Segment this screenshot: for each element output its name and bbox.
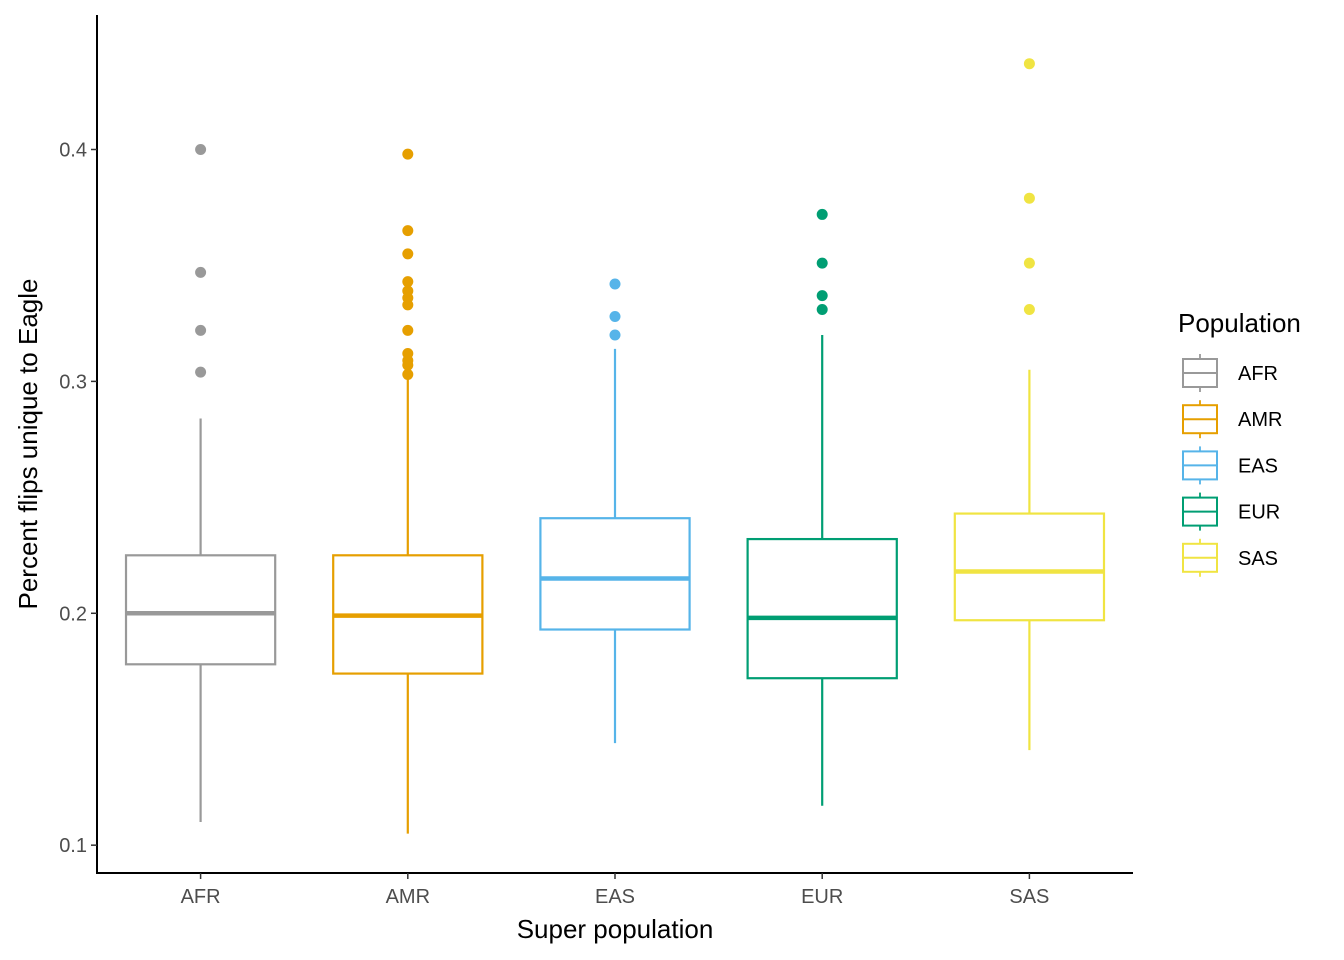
outlier-point <box>195 324 207 336</box>
box-group-eur <box>746 208 898 806</box>
outlier-point <box>402 276 414 288</box>
y-tick-label: 0.2 <box>59 603 87 625</box>
outlier-point <box>402 285 414 297</box>
box-group-afr <box>124 143 277 822</box>
outlier-point <box>1023 257 1035 269</box>
outlier-point <box>609 310 621 322</box>
outlier-point <box>816 208 828 220</box>
legend-item-eas: EAS <box>1182 446 1278 485</box>
iqr-box <box>124 554 277 666</box>
legend-label: AFR <box>1238 363 1278 385</box>
legend-label: EUR <box>1238 502 1280 524</box>
legend-title: Population <box>1178 308 1301 338</box>
legend-label: EAS <box>1238 455 1278 477</box>
box-group-eas <box>539 278 691 744</box>
outlier-point <box>1023 192 1035 204</box>
outlier-point <box>609 329 621 341</box>
x-tick-label: AFR <box>181 886 221 908</box>
x-tick-label: SAS <box>1009 886 1049 908</box>
legend-item-amr: AMR <box>1182 400 1282 439</box>
legend-item-sas: SAS <box>1182 538 1278 577</box>
legend-label: SAS <box>1238 548 1278 570</box>
legend-item-afr: AFR <box>1182 354 1278 392</box>
box-group-sas <box>953 58 1106 751</box>
legend-item-eur: EUR <box>1182 492 1280 531</box>
x-tick-label: EUR <box>801 886 843 908</box>
iqr-box <box>539 517 691 631</box>
plot-area <box>124 58 1106 834</box>
x-axis-title: Super population <box>517 914 714 944</box>
axes: 0.1 0.2 0.3 0.4 AFR AMR EAS EUR SAS <box>59 15 1133 908</box>
outlier-point <box>402 248 414 260</box>
outlier-point <box>195 143 207 155</box>
legend: Population AFR AMR EAS EUR SAS <box>1178 308 1301 577</box>
y-axis-title: Percent flips unique to Eagle <box>13 279 43 610</box>
outlier-point <box>816 290 828 302</box>
box-group-amr <box>332 148 484 834</box>
outlier-point <box>402 148 414 160</box>
x-tick-label: EAS <box>595 886 635 908</box>
iqr-box <box>953 512 1106 622</box>
outlier-point <box>816 304 828 316</box>
y-tick-label: 0.1 <box>59 835 87 857</box>
outlier-point <box>402 348 414 360</box>
outlier-point <box>402 324 414 336</box>
outlier-point <box>402 368 414 380</box>
y-tick-label: 0.4 <box>59 139 87 161</box>
outlier-point <box>609 278 621 290</box>
outlier-point <box>1023 58 1035 70</box>
outlier-point <box>195 366 207 378</box>
outlier-point <box>1023 304 1035 316</box>
outlier-point <box>402 225 414 237</box>
y-tick-label: 0.3 <box>59 371 87 393</box>
outlier-point <box>195 266 207 278</box>
x-tick-label: AMR <box>386 886 430 908</box>
outlier-point <box>816 257 828 269</box>
iqr-box <box>746 537 898 680</box>
legend-label: AMR <box>1238 409 1282 431</box>
